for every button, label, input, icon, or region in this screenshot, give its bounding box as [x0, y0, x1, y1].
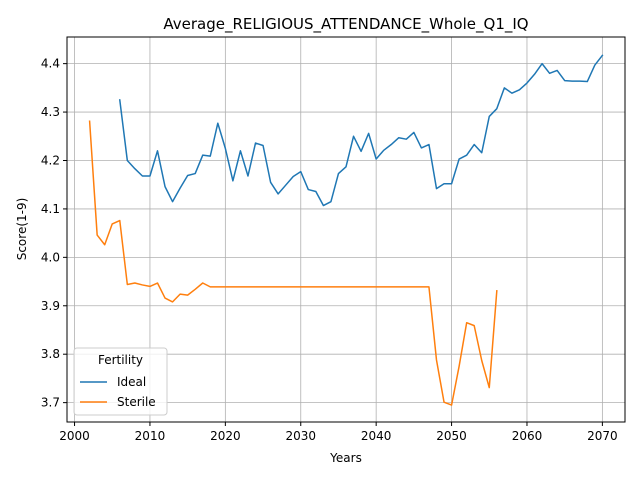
legend-label-sterile: Sterile [117, 395, 156, 409]
y-tick-label: 4.2 [41, 153, 60, 167]
legend-box [73, 347, 168, 416]
series-line-ideal [118, 54, 604, 207]
chart-title: Average_RELIGIOUS_ATTENDANCE_Whole_Q1_IQ [163, 15, 528, 34]
y-tick-label: 4.1 [41, 202, 60, 216]
y-axis-ticks: 3.7 3.8 3.9 4.0 4.1 4.2 4.3 4.4 [41, 57, 67, 410]
series-line-sterile [88, 120, 498, 406]
y-tick-label: 4.3 [41, 105, 60, 119]
y-tick-label: 3.8 [41, 347, 60, 361]
x-tick-label: 2040 [361, 429, 392, 443]
legend: Fertility Ideal Sterile [73, 347, 168, 416]
y-tick-label: 4.0 [41, 250, 60, 264]
x-tick-label: 2020 [210, 429, 241, 443]
y-tick-label: 4.4 [41, 57, 60, 71]
x-tick-label: 2060 [512, 429, 543, 443]
x-axis-label: Years [329, 451, 362, 465]
y-tick-label: 3.9 [41, 299, 60, 313]
y-tick-label: 3.7 [41, 396, 60, 410]
x-tick-label: 2050 [436, 429, 467, 443]
x-tick-label: 2010 [135, 429, 166, 443]
y-axis-label: Score(1-9) [15, 198, 29, 261]
x-tick-label: 2030 [285, 429, 316, 443]
x-axis-ticks: 2000 2010 2020 2030 2040 2050 2060 2070 [59, 422, 618, 443]
x-tick-label: 2000 [59, 429, 90, 443]
plot-area-frame [66, 36, 626, 423]
x-tick-label: 2070 [587, 429, 618, 443]
series-lines [88, 54, 604, 406]
legend-title: Fertility [98, 353, 143, 367]
legend-label-ideal: Ideal [117, 375, 146, 389]
